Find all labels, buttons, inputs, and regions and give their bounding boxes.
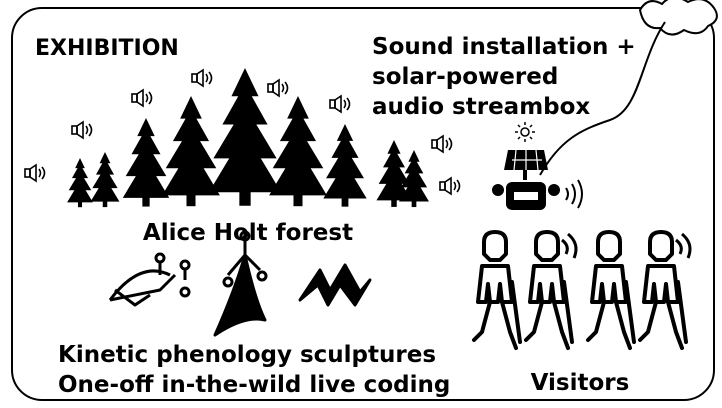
sculptures — [110, 232, 370, 335]
speaker — [132, 90, 152, 106]
speaker — [192, 70, 212, 86]
sculpture-label: Kinetic phenology sculptures — [58, 342, 436, 368]
visitor — [526, 232, 572, 348]
tree — [91, 152, 120, 207]
diagram: EXHIBITION Sound installation + solar-po… — [0, 0, 722, 408]
speaker — [440, 178, 460, 194]
speaker — [268, 80, 288, 96]
tree — [323, 124, 366, 207]
tree — [209, 68, 281, 206]
visitors-label: Visitors — [531, 370, 630, 396]
page: EXHIBITION Sound installation + solar-po… — [0, 0, 722, 408]
sound-label: Sound installation + — [372, 34, 636, 60]
speaker — [432, 136, 452, 152]
sound-label: audio streambox — [372, 94, 590, 120]
tree — [123, 118, 169, 207]
sculpture-label: One-off in-the-wild live coding — [58, 372, 450, 398]
sound-label: solar-powered — [372, 64, 558, 90]
cloud — [640, 0, 717, 35]
visitor — [588, 232, 634, 348]
speaker — [72, 122, 92, 138]
speaker — [330, 96, 350, 112]
tree — [269, 96, 327, 206]
speaker — [25, 165, 45, 181]
visitor — [640, 232, 686, 348]
streambox — [492, 122, 582, 210]
visitor — [474, 232, 520, 348]
visitors — [474, 232, 690, 348]
title: EXHIBITION — [35, 36, 179, 61]
tree — [67, 158, 93, 207]
